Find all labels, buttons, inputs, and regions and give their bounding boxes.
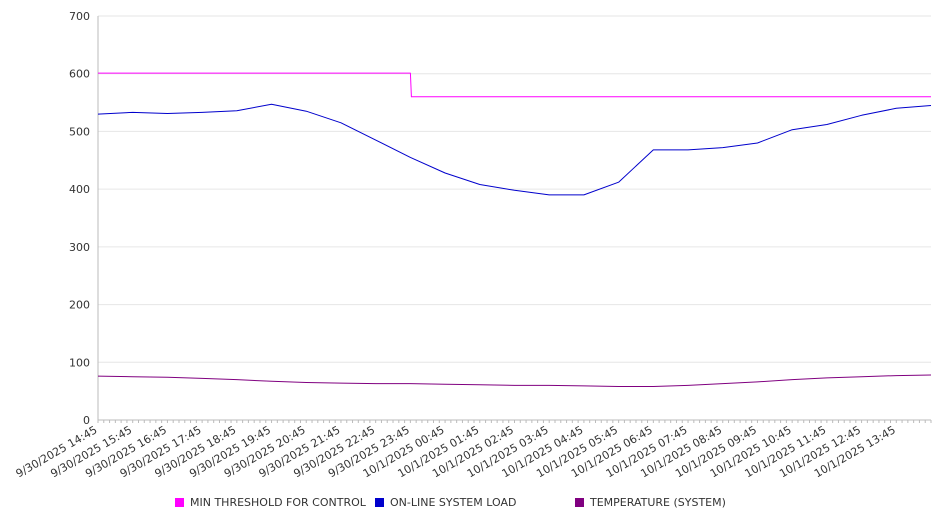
legend-item-min-threshold[interactable]: MIN THRESHOLD FOR CONTROL xyxy=(175,496,366,509)
y-tick-label: 200 xyxy=(69,299,90,312)
y-tick-label: 100 xyxy=(69,356,90,369)
legend-swatch-system-load xyxy=(375,498,384,507)
y-tick-label: 600 xyxy=(69,68,90,81)
legend-label-temperature: TEMPERATURE (SYSTEM) xyxy=(590,496,726,509)
y-tick-label: 0 xyxy=(83,414,90,427)
y-tick-label: 500 xyxy=(69,125,90,138)
y-tick-label: 400 xyxy=(69,183,90,196)
legend-swatch-min-threshold xyxy=(175,498,184,507)
legend-item-temperature[interactable]: TEMPERATURE (SYSTEM) xyxy=(575,496,726,509)
series-line-0 xyxy=(98,72,931,98)
legend-item-system-load[interactable]: ON-LINE SYSTEM LOAD xyxy=(375,496,516,509)
series-line-2 xyxy=(97,374,932,387)
y-tick-label: 700 xyxy=(69,10,90,23)
y-tick-label: 300 xyxy=(69,241,90,254)
chart-legend: MIN THRESHOLD FOR CONTROL ON-LINE SYSTEM… xyxy=(0,496,946,514)
legend-label-min-threshold: MIN THRESHOLD FOR CONTROL xyxy=(190,496,366,509)
series-line-1 xyxy=(97,103,932,196)
legend-swatch-temperature xyxy=(575,498,584,507)
legend-label-system-load: ON-LINE SYSTEM LOAD xyxy=(390,496,517,509)
